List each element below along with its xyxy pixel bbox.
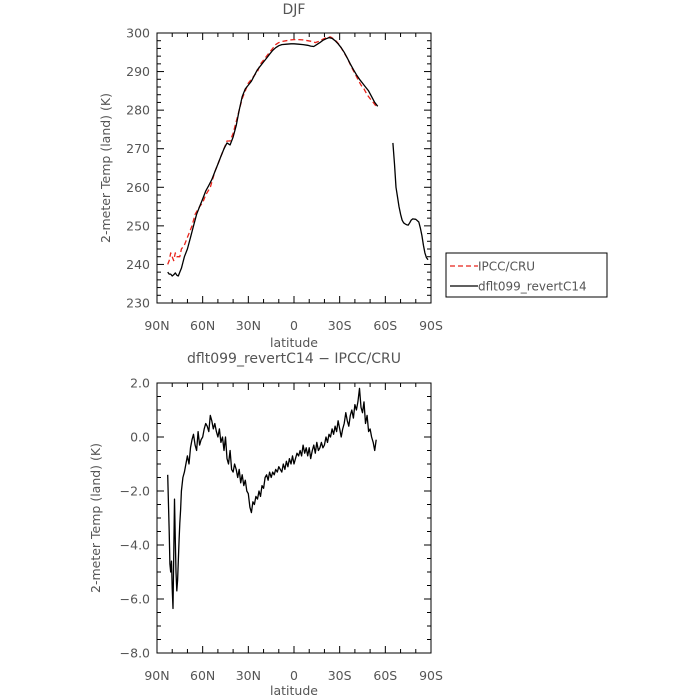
x-tick-label: 60S	[373, 318, 397, 333]
x-axis-label: latitude	[270, 683, 318, 698]
y-tick-label: −8.0	[120, 646, 150, 661]
plot-frame	[156, 382, 432, 654]
x-tick-label: 30N	[236, 668, 261, 683]
chart-title: DJF	[283, 2, 306, 18]
x-tick-label: 30S	[328, 668, 352, 683]
x-tick-label: 0	[290, 318, 298, 333]
y-tick-label: −6.0	[120, 592, 150, 607]
chart-title: dflt099_revertC14 − IPCC/CRU	[187, 351, 401, 367]
legend-label-0: IPCC/CRU	[478, 260, 535, 274]
y-tick-label: 290	[126, 64, 150, 79]
x-tick-label: 30S	[328, 318, 352, 333]
y-tick-label: −4.0	[120, 538, 150, 553]
x-tick-label: 60S	[373, 668, 397, 683]
y-axis-label: 2-meter Temp (land) (K)	[98, 93, 113, 243]
y-tick-label: 230	[126, 296, 150, 311]
y-tick-label: 260	[126, 180, 150, 195]
x-tick-label: 60N	[190, 318, 215, 333]
legend-box	[445, 252, 608, 298]
x-tick-label: 90N	[144, 318, 169, 333]
plot-frame	[156, 32, 432, 304]
x-axis-label: latitude	[270, 335, 318, 350]
legend: IPCC/CRU dflt099_revertC14	[445, 252, 608, 298]
y-tick-label: −2.0	[120, 484, 150, 499]
top-panel: DJF 90N 60N 30N 0 30S 60S 90S 230 240 250 260 270 280…	[98, 2, 443, 350]
y-tick-label: 300	[126, 26, 150, 41]
x-tick-label: 60N	[190, 668, 215, 683]
y-tick-label: 0.0	[130, 430, 150, 445]
series-line-0-segment-0	[167, 387, 377, 610]
x-tick-label: 30N	[236, 318, 261, 333]
y-tick-label: 280	[126, 103, 150, 118]
y-tick-label: 250	[126, 218, 150, 233]
y-tick-label: 240	[126, 257, 150, 272]
y-tick-label: 2.0	[130, 376, 150, 391]
x-tick-label: 90S	[419, 318, 443, 333]
legend-label-1: dflt099_revertC14	[478, 280, 587, 294]
x-tick-label: 0	[290, 668, 298, 683]
y-tick-label: 270	[126, 141, 150, 156]
bottom-panel: dflt099_revertC14 − IPCC/CRU 90N 60N 30N 0 30…	[88, 351, 443, 698]
series-line-1-segment-1	[392, 142, 429, 261]
x-tick-label: 90N	[144, 668, 169, 683]
series-line-1-segment-0	[167, 36, 379, 277]
y-axis-label: 2-meter Temp (land) (K)	[88, 443, 103, 593]
series-line-0-segment-0	[167, 36, 379, 265]
x-tick-label: 90S	[419, 668, 443, 683]
